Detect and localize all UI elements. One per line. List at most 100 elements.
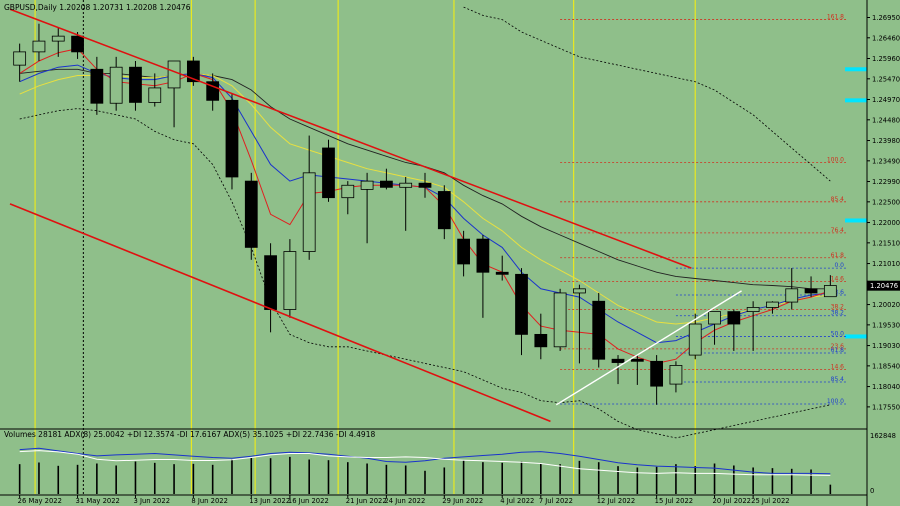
candle-16[interactable] bbox=[322, 139, 335, 202]
candle-11[interactable] bbox=[225, 94, 239, 190]
price-label-0: 1.26950 bbox=[872, 14, 900, 22]
candle-23[interactable] bbox=[457, 230, 470, 277]
candle-body-32 bbox=[630, 358, 644, 362]
candle-36[interactable] bbox=[708, 311, 721, 345]
time-label-11: 12 Jul 2022 bbox=[597, 497, 635, 505]
candle-24[interactable] bbox=[476, 234, 490, 318]
cyan-price-markers bbox=[845, 67, 867, 339]
candle-5[interactable] bbox=[109, 56, 123, 111]
fib-label-0: 161.8 bbox=[827, 14, 844, 21]
candle-2[interactable] bbox=[51, 27, 65, 57]
price-label-6: 1.23980 bbox=[872, 137, 900, 145]
candle-body-10 bbox=[206, 81, 220, 101]
candle-body-41 bbox=[804, 288, 818, 294]
candle-body-31 bbox=[611, 358, 625, 363]
candle-body-8 bbox=[167, 60, 181, 89]
price-label-3: 1.25470 bbox=[872, 75, 900, 83]
candle-body-12 bbox=[244, 180, 258, 248]
candle-32[interactable] bbox=[630, 355, 644, 385]
candle-10[interactable] bbox=[206, 73, 220, 111]
adx-white-line bbox=[19, 450, 831, 476]
candle-1[interactable] bbox=[32, 23, 46, 61]
candle-15[interactable] bbox=[302, 135, 316, 260]
candle-28[interactable] bbox=[553, 288, 567, 351]
candle-18[interactable] bbox=[360, 172, 374, 244]
candle-body-40 bbox=[785, 288, 799, 303]
candle-body-29 bbox=[573, 288, 586, 294]
cyan-marker-1 bbox=[845, 98, 867, 103]
candle-17[interactable] bbox=[341, 181, 355, 215]
fib-label-8: 38.2 bbox=[831, 304, 845, 311]
candle-3[interactable] bbox=[71, 31, 84, 59]
candle-31[interactable] bbox=[611, 355, 625, 385]
fib-label-15: 100.0 bbox=[827, 398, 844, 405]
candle-12[interactable] bbox=[244, 172, 258, 260]
candle-19[interactable] bbox=[380, 168, 393, 190]
candle-body-17 bbox=[341, 184, 355, 199]
candle-14[interactable] bbox=[283, 239, 297, 318]
candle-38[interactable] bbox=[746, 301, 760, 351]
candle-25[interactable] bbox=[495, 255, 509, 281]
fib-label-3: 76.4 bbox=[831, 227, 845, 234]
candle-body-15 bbox=[302, 172, 316, 252]
fib-label-10: 50.0 bbox=[831, 330, 845, 337]
volume-max-label: 162848 bbox=[870, 432, 896, 440]
candle-body-38 bbox=[746, 307, 760, 313]
candle-40[interactable] bbox=[785, 268, 799, 310]
time-label-14: 25 Jul 2022 bbox=[751, 497, 789, 505]
candle-35[interactable] bbox=[688, 313, 702, 360]
candle-6[interactable] bbox=[129, 60, 142, 111]
channel-lower-line bbox=[9, 203, 551, 423]
current-price-box bbox=[867, 280, 900, 291]
bollinger-upper bbox=[463, 6, 831, 182]
candle-body-27 bbox=[534, 333, 548, 348]
time-label-10: 7 Jul 2022 bbox=[539, 497, 573, 505]
candle-42[interactable] bbox=[823, 275, 837, 298]
candle-21[interactable] bbox=[418, 172, 432, 198]
candle-body-7 bbox=[148, 87, 162, 103]
time-label-4: 13 Jun 2022 bbox=[249, 497, 290, 505]
candle-34[interactable] bbox=[669, 361, 683, 393]
candle-body-30 bbox=[592, 300, 606, 360]
candle-27[interactable] bbox=[534, 313, 548, 360]
time-label-1: 31 May 2022 bbox=[76, 497, 120, 505]
time-axis: 26 May 2022 31 May 2022 3 Jun 2022 8 Jun 20… bbox=[18, 495, 790, 505]
candle-20[interactable] bbox=[399, 176, 413, 231]
candle-33[interactable] bbox=[650, 355, 664, 405]
price-label-11: 1.21510 bbox=[872, 239, 900, 247]
candle-body-13 bbox=[264, 255, 277, 310]
candle-9[interactable] bbox=[186, 56, 200, 86]
candle-37[interactable] bbox=[727, 309, 741, 351]
candle-body-16 bbox=[322, 147, 335, 199]
candle-22[interactable] bbox=[437, 185, 451, 240]
candle-body-0 bbox=[13, 51, 27, 66]
price-label-1: 1.26460 bbox=[872, 34, 900, 42]
price-label-2: 1.25960 bbox=[872, 55, 900, 63]
candle-39[interactable] bbox=[766, 301, 779, 314]
trend-lines bbox=[9, 8, 742, 423]
time-label-3: 8 Jun 2022 bbox=[191, 497, 228, 505]
candles[interactable] bbox=[13, 23, 837, 405]
candle-7[interactable] bbox=[148, 73, 162, 107]
candle-body-26 bbox=[515, 273, 528, 335]
adx-blue-line bbox=[19, 447, 831, 475]
candle-4[interactable] bbox=[90, 56, 104, 115]
bollinger-lower bbox=[19, 108, 831, 439]
candle-body-5 bbox=[109, 66, 123, 104]
candle-41[interactable] bbox=[804, 276, 818, 298]
candle-26[interactable] bbox=[515, 268, 528, 356]
candle-30[interactable] bbox=[592, 292, 606, 368]
price-label-18: 1.18040 bbox=[872, 383, 900, 391]
symbol-header: GBPUSD,Daily 1.20208 1.20731 1.20208 1.2… bbox=[4, 3, 191, 12]
candle-0[interactable] bbox=[13, 43, 27, 82]
time-label-12: 15 Jul 2022 bbox=[655, 497, 693, 505]
price-label-10: 1.22000 bbox=[872, 219, 900, 227]
candle-29[interactable] bbox=[573, 284, 586, 364]
candle-body-19 bbox=[380, 180, 393, 188]
fib-label-11: 23.6 bbox=[831, 343, 845, 350]
candle-body-9 bbox=[186, 60, 200, 83]
time-label-5: 16 Jun 2022 bbox=[288, 497, 329, 505]
price-label-9: 1.22500 bbox=[872, 198, 900, 206]
fib-label-6: 14.6 bbox=[831, 275, 845, 282]
